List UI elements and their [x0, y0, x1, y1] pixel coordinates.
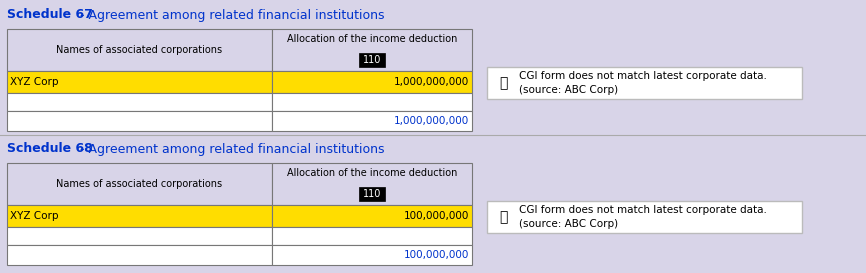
Text: 📣: 📣: [499, 210, 507, 224]
Bar: [487, 67, 802, 99]
Text: XYZ Corp: XYZ Corp: [10, 211, 59, 221]
Text: Allocation of the income deduction: Allocation of the income deduction: [287, 34, 457, 44]
Bar: [272, 29, 472, 71]
Bar: [487, 201, 802, 233]
Text: 1,000,000,000: 1,000,000,000: [394, 116, 469, 126]
Bar: [359, 187, 385, 201]
Text: Names of associated corporations: Names of associated corporations: [56, 45, 223, 55]
Bar: [7, 71, 272, 93]
Text: 📣: 📣: [499, 76, 507, 90]
Bar: [359, 53, 385, 67]
Bar: [272, 71, 472, 93]
Text: 100,000,000: 100,000,000: [404, 250, 469, 260]
Bar: [272, 227, 472, 245]
Text: 110: 110: [363, 189, 381, 199]
Text: 110: 110: [363, 55, 381, 65]
Bar: [272, 93, 472, 111]
Text: - Agreement among related financial institutions: - Agreement among related financial inst…: [76, 8, 385, 22]
Bar: [272, 205, 472, 227]
Bar: [272, 111, 472, 131]
Text: Schedule 68: Schedule 68: [7, 143, 93, 156]
Text: 1,000,000,000: 1,000,000,000: [394, 77, 469, 87]
Text: CGI form does not match latest corporate data.
(source: ABC Corp): CGI form does not match latest corporate…: [519, 71, 767, 95]
Text: - Agreement among related financial institutions: - Agreement among related financial inst…: [76, 143, 385, 156]
Text: CGI form does not match latest corporate data.
(source: ABC Corp): CGI form does not match latest corporate…: [519, 205, 767, 229]
Text: Allocation of the income deduction: Allocation of the income deduction: [287, 168, 457, 178]
Bar: [272, 163, 472, 205]
Bar: [272, 245, 472, 265]
Text: 100,000,000: 100,000,000: [404, 211, 469, 221]
Bar: [7, 111, 272, 131]
Bar: [7, 205, 272, 227]
Bar: [7, 163, 272, 205]
Text: XYZ Corp: XYZ Corp: [10, 77, 59, 87]
Text: Schedule 67: Schedule 67: [7, 8, 93, 22]
Bar: [7, 227, 272, 245]
Bar: [7, 93, 272, 111]
Bar: [7, 29, 272, 71]
Text: Names of associated corporations: Names of associated corporations: [56, 179, 223, 189]
Bar: [7, 245, 272, 265]
